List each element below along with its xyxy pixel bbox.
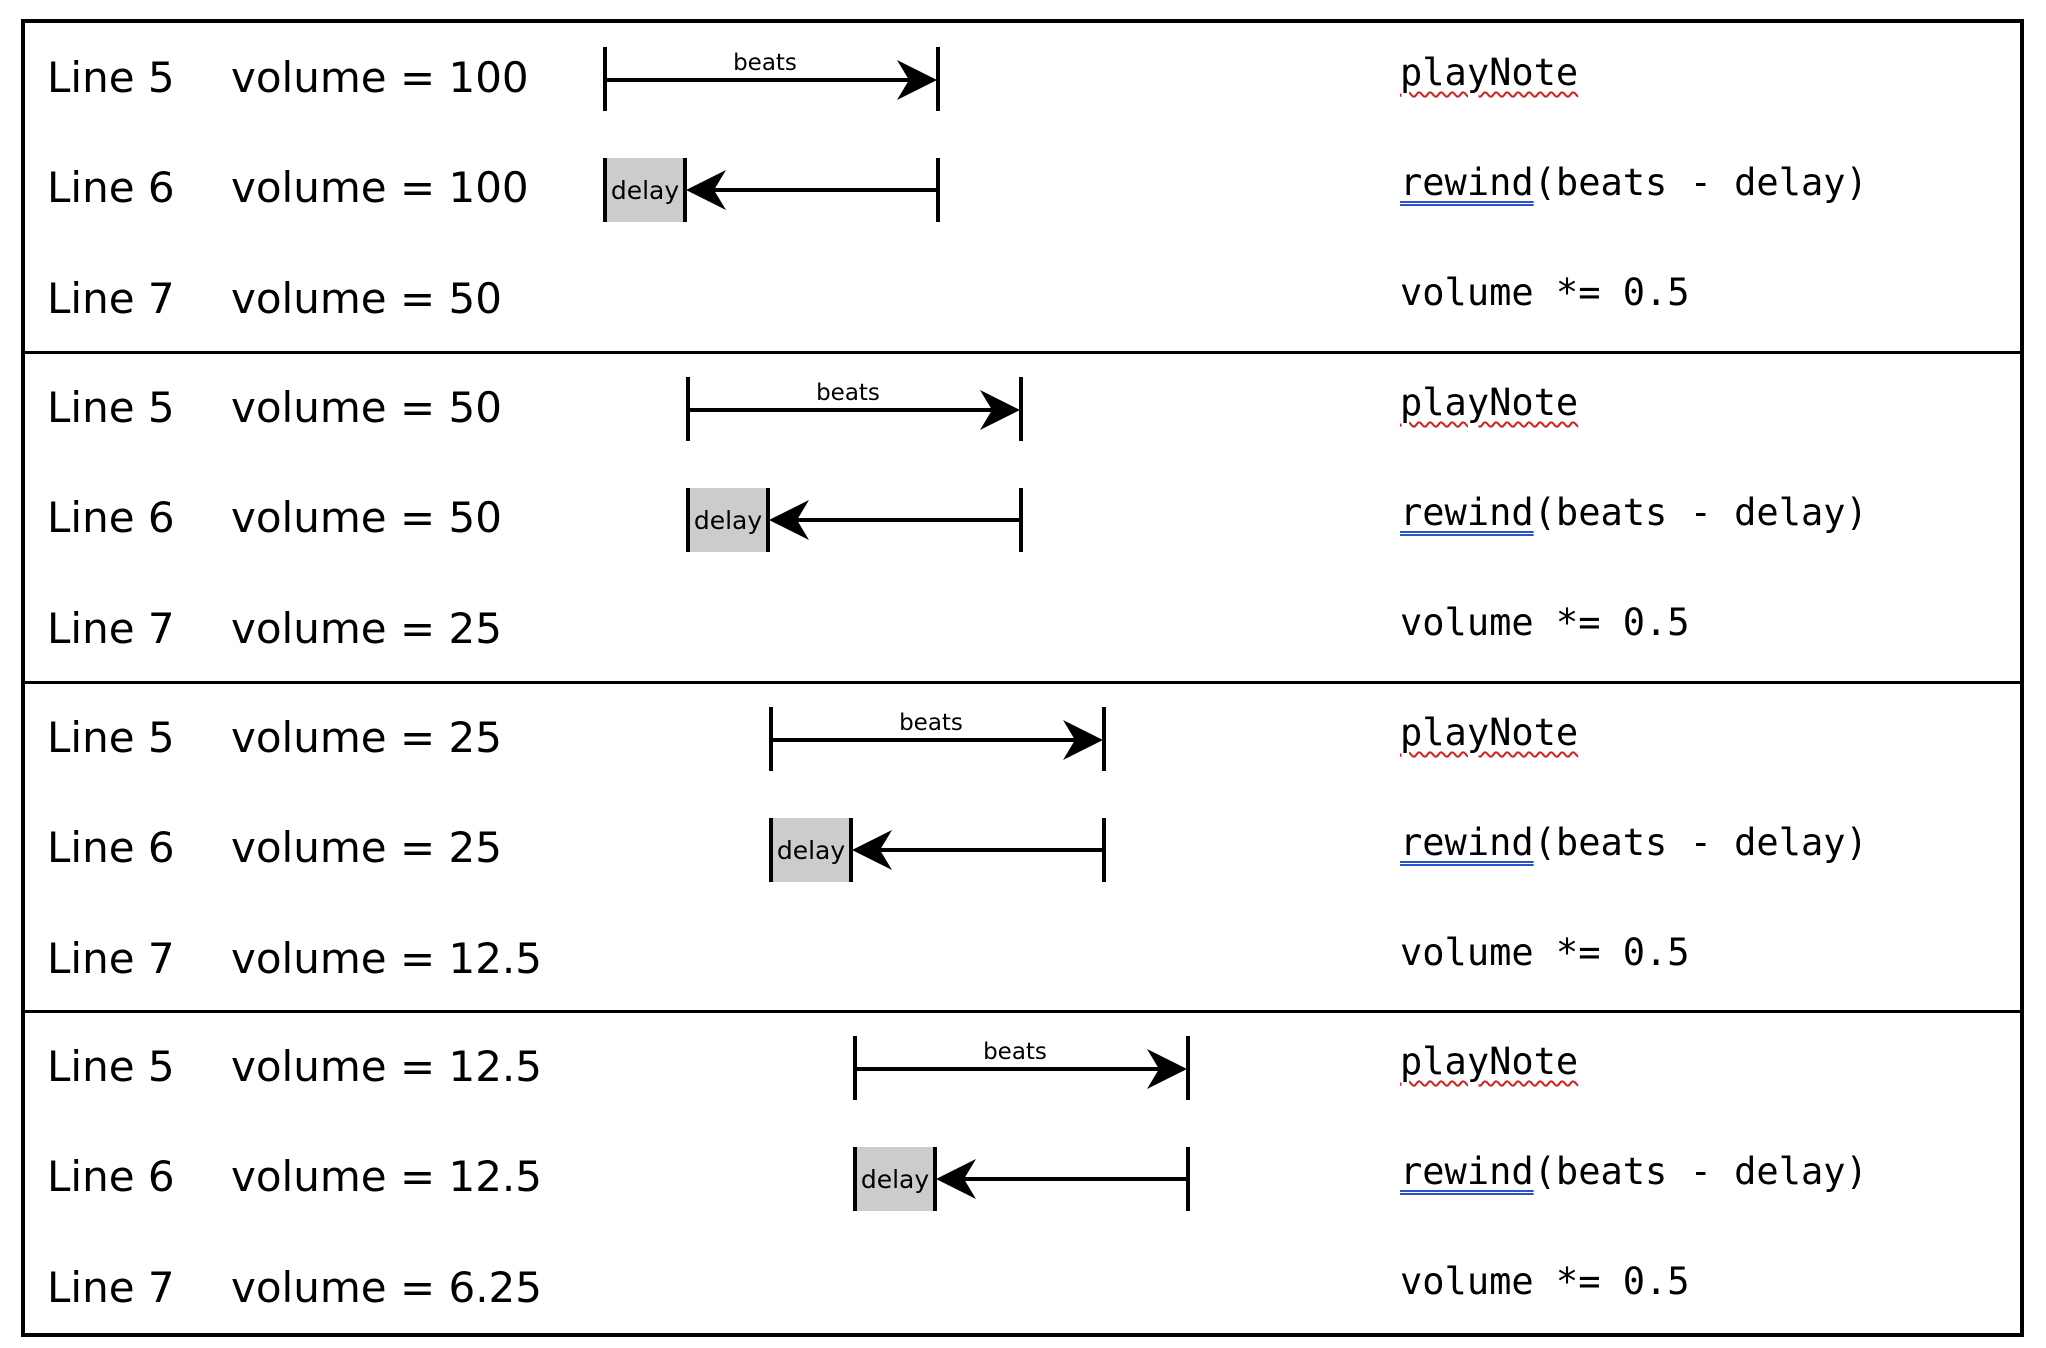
delay-label: delay (777, 836, 846, 865)
delay-label: delay (611, 176, 680, 205)
volume-value: volume = 50 (231, 493, 502, 542)
line-label: Line 6 (47, 493, 175, 542)
beats-arrow: beats (853, 1036, 1190, 1100)
code-playnote: playNote (1400, 1040, 1579, 1083)
line-label: Line 5 (47, 383, 175, 432)
volume-value: volume = 25 (231, 713, 502, 762)
timeline-arrows: beats delay (769, 707, 1106, 882)
line-label: Line 5 (47, 53, 175, 102)
beats-label: beats (733, 50, 797, 76)
timeline-arrows: beats delay (603, 47, 940, 222)
delay-box (855, 1147, 935, 1211)
line-label: Line 5 (47, 713, 175, 762)
rewind-arrow: delay (603, 158, 940, 222)
code-rewind: rewind(beats - delay) (1400, 1150, 1868, 1193)
line-label: Line 6 (47, 163, 175, 212)
volume-value: volume = 25 (231, 823, 502, 872)
volume-value: volume = 6.25 (231, 1263, 543, 1312)
beats-label: beats (983, 1039, 1047, 1065)
code-volume-multiply: volume *= 0.5 (1400, 601, 1690, 644)
beats-arrow: beats (686, 377, 1023, 441)
line-label: Line 5 (47, 1042, 175, 1091)
code-volume-multiply: volume *= 0.5 (1400, 1260, 1690, 1303)
code-rewind: rewind(beats - delay) (1400, 161, 1868, 204)
volume-value: volume = 12.5 (231, 1042, 543, 1091)
beats-label: beats (816, 380, 880, 406)
rewind-arrow: delay (853, 1147, 1190, 1211)
line-label: Line 7 (47, 1263, 175, 1312)
section-divider (25, 681, 2020, 684)
line-label: Line 7 (47, 274, 175, 323)
section-divider (25, 351, 2020, 354)
line-label: Line 6 (47, 823, 175, 872)
code-playnote: playNote (1400, 711, 1579, 754)
section-divider (25, 1010, 2020, 1013)
volume-value: volume = 100 (231, 163, 529, 212)
delay-box (688, 488, 768, 552)
volume-value: volume = 50 (231, 383, 502, 432)
volume-value: volume = 50 (231, 274, 502, 323)
code-playnote: playNote (1400, 51, 1579, 94)
volume-value: volume = 12.5 (231, 934, 543, 983)
beats-arrow: beats (769, 707, 1106, 771)
delay-box (605, 158, 685, 222)
line-label: Line 7 (47, 604, 175, 653)
timeline-arrows: beats delay (853, 1036, 1190, 1211)
volume-value: volume = 12.5 (231, 1152, 543, 1201)
beats-arrow: beats (603, 47, 940, 111)
line-label: Line 7 (47, 934, 175, 983)
delay-label: delay (694, 506, 763, 535)
code-playnote: playNote (1400, 381, 1579, 424)
volume-value: volume = 25 (231, 604, 502, 653)
rewind-arrow: delay (686, 488, 1023, 552)
code-rewind: rewind(beats - delay) (1400, 491, 1868, 534)
code-rewind: rewind(beats - delay) (1400, 821, 1868, 864)
code-volume-multiply: volume *= 0.5 (1400, 271, 1690, 314)
diagram-frame: Line 5 volume = 100 playNote Line 6 volu… (21, 19, 2024, 1337)
delay-label: delay (861, 1165, 930, 1194)
timeline-arrows: beats delay (686, 377, 1023, 552)
volume-value: volume = 100 (231, 53, 529, 102)
code-volume-multiply: volume *= 0.5 (1400, 931, 1690, 974)
line-label: Line 6 (47, 1152, 175, 1201)
beats-label: beats (899, 710, 963, 736)
delay-box (771, 818, 851, 882)
rewind-arrow: delay (769, 818, 1106, 882)
